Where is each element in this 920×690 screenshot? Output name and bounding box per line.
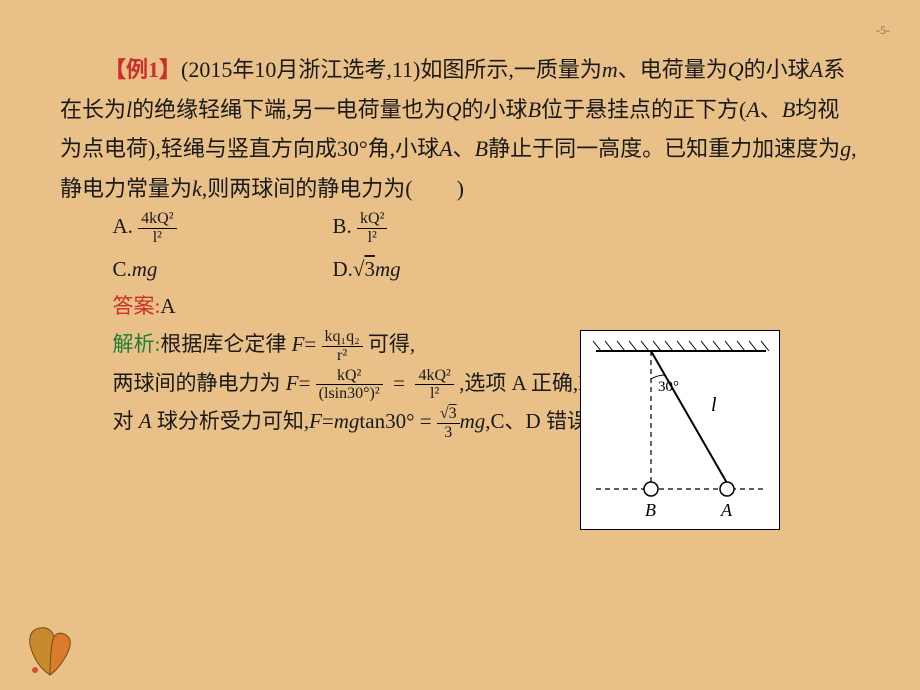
diagram-svg: 30° l B A (581, 331, 781, 531)
option-D-sqrt: 3 (364, 257, 375, 281)
frac-den: l² (138, 229, 176, 247)
frac-den: l² (415, 385, 453, 403)
eq: = (304, 332, 316, 356)
var-g: g (840, 136, 851, 161)
var-Q: Q (728, 57, 744, 82)
option-D: D.√3mg (333, 251, 553, 289)
analysis-frac-3: 4kQ² l² (415, 367, 453, 403)
option-prefix: D. (333, 257, 353, 281)
page-number: -5- (876, 20, 890, 42)
frac-den: r² (322, 347, 363, 365)
var-A: A (746, 97, 759, 122)
analysis-frac-4: √3 3 (437, 405, 460, 441)
problem-text: 、电荷量为 (618, 57, 728, 82)
var-m: m (602, 57, 618, 82)
problem-text: ,则两球间的静电力为( ) (202, 176, 464, 201)
var-F: F (309, 409, 322, 433)
ball-A-label: A (720, 500, 733, 520)
option-B: B. kQ² l² (333, 208, 553, 246)
eq: = (393, 371, 405, 395)
example-label: 【例1】 (104, 57, 181, 82)
options-grid: A. 4kQ² l² B. kQ² l² C.mg D.√3mg (113, 208, 861, 288)
var-A: A (439, 136, 452, 161)
analysis-frac-1: kq₁q₂ r² (322, 328, 363, 364)
ball-B (644, 482, 658, 496)
problem-text: 静止于同一高度。已知重力加速度为 (488, 136, 840, 161)
ball-B-label: B (645, 500, 656, 520)
option-B-fraction: kQ² l² (357, 210, 387, 246)
var-F: F (292, 332, 305, 356)
frac-den: (lsin30°)² (316, 385, 383, 403)
length-label: l (711, 394, 717, 416)
frac-num: 4kQ² (138, 210, 176, 229)
problem-text: 的小球 (744, 57, 810, 82)
option-D-value: mg (375, 257, 401, 281)
problem-text: 、 (760, 97, 782, 122)
option-A: A. 4kQ² l² (113, 208, 333, 246)
analysis-text: 根据库仑定律 (160, 332, 291, 356)
eq: = (322, 409, 334, 433)
analysis-text: 球分析受力可知, (152, 409, 310, 433)
var-B: B (528, 97, 541, 122)
option-A-fraction: 4kQ² l² (138, 210, 176, 246)
option-C: C.mg (113, 251, 333, 289)
rope (651, 351, 727, 483)
analysis-text: 对 (113, 409, 139, 433)
var-B: B (782, 97, 795, 122)
frac-num: 4kQ² (415, 367, 453, 386)
angle-label: 30° (658, 379, 679, 395)
var-A: A (810, 57, 823, 82)
answer-row: 答案:A (113, 288, 861, 326)
problem-text: (2015年10月浙江选考,11)如图所示,一质量为 (181, 57, 602, 82)
var-mg: mg (460, 409, 486, 433)
analysis-frac-2: kQ² (lsin30°)² (316, 367, 383, 403)
var-F: F (286, 371, 299, 395)
option-C-value: mg (132, 257, 158, 281)
content-wrap: 【例1】(2015年10月浙江选考,11)如图所示,一质量为m、电荷量为Q的小球… (60, 50, 860, 441)
frac-num: kQ² (357, 210, 387, 229)
frac-num: kq₁q₂ (322, 328, 363, 347)
ceiling-hatch (593, 341, 769, 351)
analysis-text: 两球间的静电力为 (113, 371, 286, 395)
frac-num: kQ² (316, 367, 383, 386)
leaf-icon (20, 620, 80, 680)
answer-value: A (160, 294, 175, 318)
physics-diagram: 30° l B A (580, 330, 780, 530)
problem-text: 位于悬挂点的正下方( (541, 97, 746, 122)
var-mg: mg (334, 409, 360, 433)
analysis-label: 解析: (113, 332, 161, 356)
frac-den: l² (357, 229, 387, 247)
frac-den: 3 (437, 424, 460, 442)
problem-text: 、 (453, 136, 475, 161)
problem-text: 的绝缘轻绳下端,另一电荷量也为 (132, 97, 446, 122)
analysis-text: tan30° = (359, 409, 431, 433)
problem-text: 的小球 (462, 97, 528, 122)
eq: = (299, 371, 311, 395)
ball-A (720, 482, 734, 496)
var-k: k (192, 176, 202, 201)
answer-label: 答案: (113, 294, 161, 318)
var-Q: Q (446, 97, 462, 122)
problem-paragraph: 【例1】(2015年10月浙江选考,11)如图所示,一质量为m、电荷量为Q的小球… (60, 50, 860, 208)
option-prefix: A. (113, 214, 133, 238)
analysis-text: 可得, (368, 332, 415, 356)
var-B: B (475, 136, 488, 161)
option-prefix: C. (113, 257, 132, 281)
option-prefix: B. (333, 214, 352, 238)
var-A: A (139, 409, 152, 433)
frac-num: √3 (437, 405, 460, 424)
